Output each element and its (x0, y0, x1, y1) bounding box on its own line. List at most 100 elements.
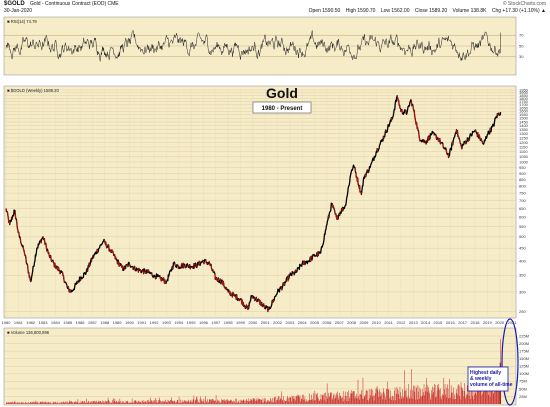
volume-bar (183, 401, 184, 404)
volume-bar (204, 399, 206, 404)
volume-bar (439, 397, 441, 404)
volume-bar (39, 402, 41, 404)
volume-bar (432, 386, 433, 404)
volume-bar (283, 396, 284, 404)
volume-bar (86, 398, 87, 404)
volume-bar (86, 402, 88, 404)
volume-bar (171, 397, 172, 404)
volume-bar (264, 400, 266, 404)
volume-bar (273, 397, 275, 404)
volume-tick-label: 100M (519, 371, 529, 376)
volume-bar (333, 393, 335, 404)
volume-bar (238, 401, 239, 404)
volume-bar (68, 401, 70, 404)
volume-bar (318, 400, 320, 404)
volume-bar (332, 398, 333, 404)
rsi-tick-label: 70 (519, 33, 524, 38)
volume-bar (251, 398, 253, 404)
volume-bar (111, 402, 113, 404)
volume-bar (154, 401, 156, 404)
volume-bar (350, 390, 352, 404)
volume-bar (399, 398, 400, 404)
year-label: 2006 (322, 320, 332, 325)
volume-bar (209, 399, 211, 404)
volume-bar (189, 401, 191, 404)
volume-tick-label: 25M (519, 394, 527, 399)
volume-bar (58, 403, 60, 404)
volume-bar (402, 389, 403, 404)
volume-bar (166, 401, 167, 404)
volume-bar (10, 402, 12, 404)
volume-bar (325, 392, 326, 404)
volume-bar (215, 400, 216, 404)
volume-bar (151, 400, 153, 404)
volume-bar (304, 399, 305, 404)
volume-bar (204, 402, 205, 404)
volume-bar (406, 396, 408, 404)
volume-bar (302, 399, 304, 404)
volume-bar (436, 396, 437, 404)
volume-bar (360, 394, 362, 404)
year-label: 1994 (174, 320, 184, 325)
volume-bar (24, 403, 26, 404)
volume-bar (101, 402, 103, 404)
volume-bar (270, 399, 272, 404)
rsi-tick-label: 30 (519, 54, 524, 59)
volume-bar (405, 390, 406, 404)
volume-bar (365, 390, 367, 404)
volume-bar (23, 403, 25, 404)
volume-bar (403, 397, 404, 404)
year-label: 2011 (384, 320, 393, 325)
volume-tick-label: 75M (519, 379, 527, 384)
volume-bar (428, 390, 430, 404)
volume-bar (375, 388, 377, 404)
volume-bar (242, 400, 243, 404)
volume-bar (31, 402, 32, 404)
volume-bar (138, 401, 139, 404)
volume-bar (151, 400, 152, 404)
volume-bar (201, 401, 203, 404)
volume-bar (415, 399, 416, 404)
volume-bar (115, 402, 117, 404)
volume-bar (451, 392, 453, 404)
volume-bar (213, 399, 214, 404)
volume-bar (293, 395, 295, 404)
volume-bar (269, 401, 271, 404)
volume-bar (410, 389, 411, 404)
year-label: 2005 (310, 320, 320, 325)
volume-bar (212, 398, 213, 404)
volume-bar (384, 399, 386, 404)
price-legend: ■ $GOLD (Weekly) 1589.20 (7, 88, 59, 93)
volume-bar (412, 390, 413, 404)
year-label: 2020 (495, 320, 505, 325)
volume-bar (288, 398, 289, 404)
year-label: 2013 (409, 320, 419, 325)
volume-bar (245, 400, 246, 404)
year-label: 2017 (458, 320, 468, 325)
volume-tick-label: 125M (519, 364, 529, 369)
volume-bar (281, 391, 282, 404)
volume-bar (163, 401, 164, 404)
volume-bar (143, 400, 145, 404)
volume-bar (39, 403, 40, 404)
volume-bar (258, 399, 259, 404)
volume-bar (141, 400, 143, 404)
volume-bar (474, 394, 475, 404)
volume-bar (61, 402, 63, 404)
volume-bar (57, 401, 58, 404)
volume-bar (229, 400, 231, 404)
volume-bar (105, 400, 106, 404)
price-tick-label: 800 (519, 184, 526, 189)
volume-bar (475, 383, 477, 404)
volume-bar (366, 389, 367, 404)
volume-bar (91, 401, 93, 404)
volume-bar (247, 401, 248, 404)
volume-bar (418, 391, 419, 404)
volume-bar (376, 386, 378, 404)
volume-bar (481, 387, 483, 404)
volume-bar (395, 400, 396, 404)
volume-bar (96, 402, 98, 404)
volume-bar (94, 401, 96, 404)
volume-bar (494, 388, 496, 404)
